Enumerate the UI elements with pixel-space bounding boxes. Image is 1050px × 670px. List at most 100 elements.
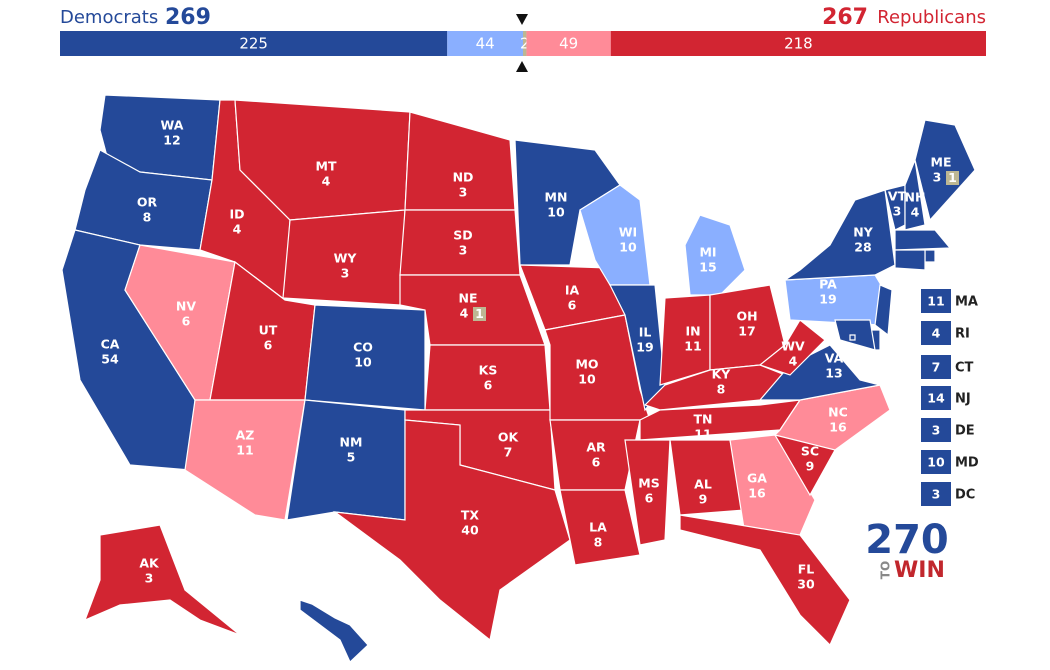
callout-box (921, 450, 951, 474)
state-abbr: FL (798, 562, 815, 577)
callout-votes: 4 (932, 326, 941, 341)
callout-abbr: RI (955, 327, 970, 342)
state-abbr: WA (161, 118, 184, 133)
state-votes: 19 (636, 340, 653, 355)
state-votes: 54 (101, 352, 119, 367)
state (679, 514, 851, 647)
state-abbr: PA (819, 277, 837, 292)
callout-votes: 14 (927, 391, 945, 406)
state-votes: 40 (461, 523, 479, 538)
state-votes: 13 (825, 366, 842, 381)
state-abbr: OH (736, 309, 757, 324)
bar-segment (523, 31, 527, 56)
state-abbr: IL (639, 325, 652, 340)
state (729, 434, 816, 536)
state-votes: 3 (459, 243, 468, 258)
state-votes: 10 (619, 240, 637, 255)
state-votes: 4 (233, 222, 242, 237)
callout-abbr: MD (955, 456, 979, 471)
state-abbr: KS (479, 363, 498, 378)
state-votes: 4 (789, 354, 798, 369)
district-votes: 1 (948, 170, 957, 185)
logo[interactable]: 270 TO WIN (865, 517, 949, 583)
district-votes: 1 (475, 306, 484, 321)
state-abbr: MT (316, 159, 337, 174)
state-abbr: WI (619, 225, 637, 240)
state-abbr: IN (685, 324, 700, 339)
state-votes: 16 (748, 486, 766, 501)
bar-segment (60, 31, 448, 56)
state-abbr: NE (458, 291, 477, 306)
logo-word: WIN (894, 558, 945, 583)
state-abbr: MO (575, 357, 598, 372)
state-votes: 9 (806, 459, 815, 474)
state-votes: 10 (354, 355, 372, 370)
callout-votes: 10 (927, 455, 945, 470)
callout-abbr: DC (955, 488, 975, 503)
state-votes: 6 (264, 338, 273, 353)
state-abbr: UT (259, 323, 278, 338)
state-abbr: AR (586, 440, 606, 455)
state-abbr: HI (314, 630, 329, 645)
bar-label: 225 (239, 35, 268, 53)
state (332, 419, 571, 642)
district-box (946, 171, 959, 185)
callout-abbr: DE (955, 424, 975, 439)
callout-abbr: NJ (955, 392, 971, 407)
state (894, 249, 926, 271)
state-votes: 11 (236, 443, 253, 458)
state (559, 489, 641, 566)
state-abbr: CA (101, 337, 120, 352)
majority-marker-bottom (516, 61, 528, 72)
state-abbr: TN (694, 412, 713, 427)
callout-box (921, 355, 951, 379)
state (914, 119, 976, 222)
state-abbr: WY (334, 251, 358, 266)
state-abbr: IA (565, 283, 580, 298)
state (849, 334, 856, 341)
state-abbr: GA (747, 471, 767, 486)
state-votes: 6 (484, 378, 493, 393)
state-votes: 7 (504, 445, 513, 460)
state (874, 284, 893, 337)
state-abbr: OK (498, 430, 520, 445)
callout-box (921, 321, 951, 345)
state-votes: 6 (645, 491, 654, 506)
state (624, 439, 671, 546)
state-abbr: MI (699, 245, 716, 260)
state-votes: 11 (694, 427, 711, 442)
state-votes: 3 (459, 185, 468, 200)
state-votes: 3 (933, 170, 942, 185)
state-abbr: NC (828, 405, 848, 420)
state (894, 229, 952, 251)
state-abbr: ME (931, 155, 952, 170)
bar-segment (610, 31, 986, 56)
callout-box (921, 418, 951, 442)
callout-votes: 7 (932, 360, 941, 375)
state (299, 599, 369, 664)
state-votes: 11 (684, 339, 701, 354)
majority-marker-top (516, 14, 528, 25)
bar-label: 44 (476, 35, 495, 53)
state-votes: 4 (911, 205, 920, 220)
state-votes: 4 (322, 174, 331, 189)
state-votes: 19 (819, 292, 836, 307)
state-abbr: MN (545, 190, 568, 205)
state-votes: 4 (460, 306, 469, 321)
state-abbr: VA (825, 351, 844, 366)
state (924, 249, 936, 263)
state (74, 149, 213, 251)
state-votes: 8 (594, 535, 603, 550)
state-abbr: MS (638, 476, 659, 491)
state-votes: 16 (829, 420, 847, 435)
callout-votes: 11 (927, 294, 944, 309)
state-abbr: KY (712, 367, 732, 382)
state-votes: 17 (738, 324, 755, 339)
state-votes: 5 (347, 450, 356, 465)
state (643, 364, 787, 411)
state-abbr: AL (694, 477, 712, 492)
state-abbr: SC (801, 444, 819, 459)
state-abbr: ND (453, 170, 474, 185)
bar-label: 218 (784, 35, 813, 53)
